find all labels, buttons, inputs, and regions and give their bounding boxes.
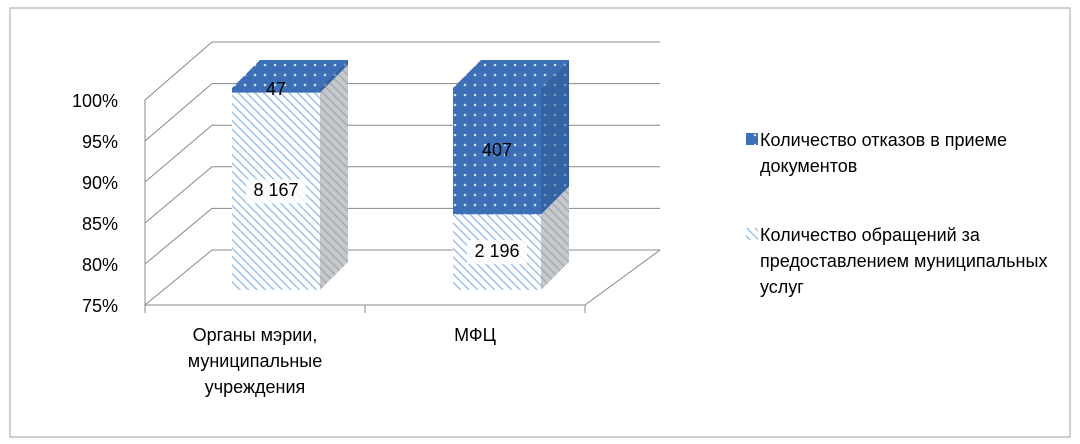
bar [232,88,320,93]
grid-line [144,124,660,183]
legend-swatch [746,228,758,240]
value-label-bg [467,240,527,265]
bar-side-shade [541,60,569,215]
value-label: 2 196 [474,241,519,261]
bar-top [453,60,569,88]
frame [9,7,1071,438]
y-tick-label: 95% [82,132,118,152]
y-tick-label: 90% [82,173,118,193]
grid-line [144,41,660,101]
floor [145,249,661,306]
bar [453,88,541,215]
y-tick-label: 75% [82,296,118,316]
grid-line [144,166,660,224]
bar-side-shade [541,186,569,290]
grid-line [144,83,660,142]
value-label: 8 167 [253,180,298,200]
bar-top [232,60,348,88]
legend-label: Количество отказов в приеме документов [760,130,1007,176]
y-tick-label: 80% [82,255,118,275]
value-label: 407 [482,140,512,160]
legend-label: Количество обращений за предоставлением … [760,225,1048,297]
bar-side-shade [320,60,348,93]
legend-swatch [746,133,758,145]
y-tick-label: 100% [72,91,118,111]
grid-line [144,249,660,306]
x-tick-label: Органы мэрии, муниципальные учреждения [187,325,323,397]
value-label: 47 [266,79,286,99]
x-tick-label: МФЦ [454,325,496,345]
grid-line [144,207,660,265]
value-label-bg [246,179,306,204]
bar-side-shade [320,64,348,291]
y-tick-label: 85% [82,214,118,234]
